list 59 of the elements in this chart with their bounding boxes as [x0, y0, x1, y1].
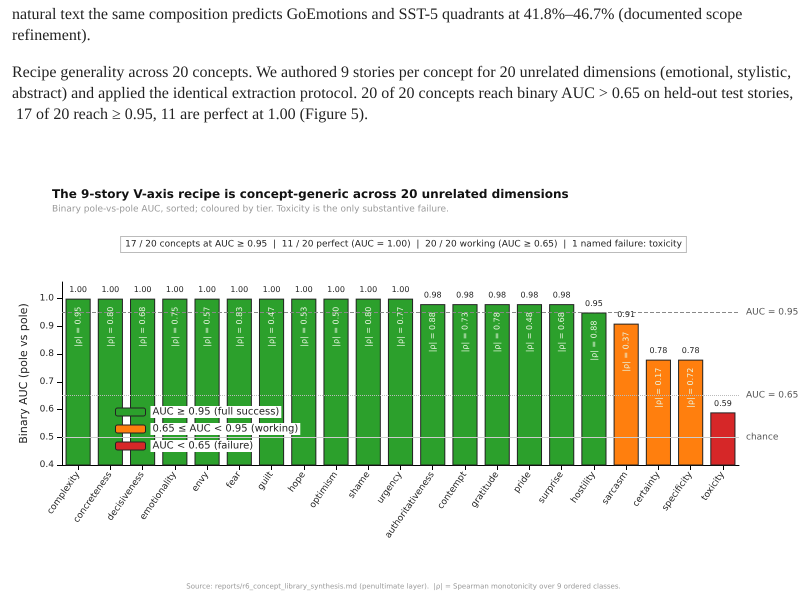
data-label: 0.98: [552, 290, 571, 300]
annotation: |ρ| = 0.68: [557, 312, 566, 352]
annotation: |ρ| = 0.48: [524, 312, 534, 352]
annotation: |ρ| = 0.78: [492, 312, 502, 352]
data-label: 1.00: [327, 285, 345, 294]
annotation: |ρ| = 0.73: [460, 312, 470, 352]
data-label: 0.98: [456, 290, 474, 300]
annotation: |ρ| = 0.47: [267, 306, 276, 347]
annotation: |ρ| = 0.37: [622, 332, 631, 372]
y-tick-label: 1.0: [40, 294, 54, 304]
y-tick-label: 0.8: [40, 349, 54, 360]
data-label: 1.00: [392, 285, 410, 294]
text: Recipe generality across 20 concepts. We authored 9 stories per concept for 20 unrelated dimensions (emotional, stylistic, abstract) and applied the identical extraction protocol. 20 of 20 concepts reach binary AUC > 0.65 on held-out test stories, 17 of 20 reach ≥ 0.95, 11 are perfect at 1.00 (Figure 5).: [12, 64, 796, 123]
text: 17 / 20 concepts at AUC ≥ 0.95 | 11 / 20 perfect (AUC = 1.00) | 20 / 20 working (AUC ≥ 0.65) | 1 named failure: toxicity: [125, 240, 683, 250]
data-label: 0.78: [650, 346, 668, 356]
annotation: |ρ| = 0.95: [74, 306, 83, 347]
annotation: |ρ| = 0.50: [332, 306, 341, 347]
data-label: 1.00: [198, 285, 216, 294]
annotation: |ρ| = 0.80: [106, 306, 115, 347]
data-label: 1.00: [359, 285, 378, 294]
annotation: |ρ| = 0.83: [234, 306, 244, 347]
data-label: 0.98: [488, 290, 506, 300]
chart-subtitle: Binary pole-vs-pole AUC, sorted; coloured by tier. Toxicity is the only substantive failure.: [52, 204, 449, 214]
data-label: 1.00: [166, 285, 184, 294]
text: natural text the same composition predicts GoEmotions and SST-5 quadrants at 41.8%–46.7% (documented scope refinement).: [12, 6, 746, 44]
data-label: 1.00: [262, 285, 280, 294]
ref-line-label: AUC = 0.65: [746, 390, 798, 401]
y-tick-label: 0.6: [40, 404, 54, 415]
ref-line-label: chance: [746, 432, 779, 442]
data-label: 0.95: [585, 299, 603, 308]
data-label: 0.98: [424, 290, 442, 300]
annotation: |ρ| = 0.75: [170, 306, 180, 347]
y-tick-label: 0.9: [40, 321, 54, 332]
y-axis-title: Binary AUC (pole vs pole): [16, 303, 30, 444]
data-label: 1.00: [230, 285, 248, 294]
chart-title: The 9-story V-axis recipe is concept-generic across 20 unrelated dimensions: [52, 187, 569, 201]
annotation: |ρ| = 0.53: [299, 306, 308, 347]
annotation: |ρ| = 0.88: [589, 320, 598, 361]
data-label: 1.00: [294, 285, 313, 294]
data-label: 0.78: [682, 346, 700, 356]
annotation: |ρ| = 0.68: [138, 306, 148, 347]
data-label: 0.98: [520, 290, 538, 300]
ref-line-label: AUC = 0.95: [746, 308, 798, 318]
annotation: |ρ| = 0.72: [686, 368, 696, 408]
y-tick-label: 0.4: [40, 460, 54, 470]
y-tick-label: 0.5: [40, 432, 54, 442]
annotation: |ρ| = 0.80: [364, 306, 373, 347]
legend-label: 0.65 ≤ AUC < 0.95 (working): [152, 424, 298, 434]
data-label: 1.00: [134, 285, 152, 294]
data-label: 0.59: [714, 398, 732, 408]
annotation: |ρ| = 0.17: [654, 368, 663, 408]
legend-label: AUC < 0.65 (failure): [152, 440, 254, 452]
annotation: |ρ| = 0.77: [396, 306, 405, 347]
annotation: |ρ| = 0.57: [202, 306, 212, 347]
annotation: |ρ| = 0.88: [428, 312, 438, 352]
data-label: 1.00: [69, 285, 88, 294]
legend-label: AUC ≥ 0.95 (full success): [152, 406, 280, 418]
y-tick-label: 0.7: [40, 376, 54, 387]
data-label: 1.00: [101, 285, 120, 294]
